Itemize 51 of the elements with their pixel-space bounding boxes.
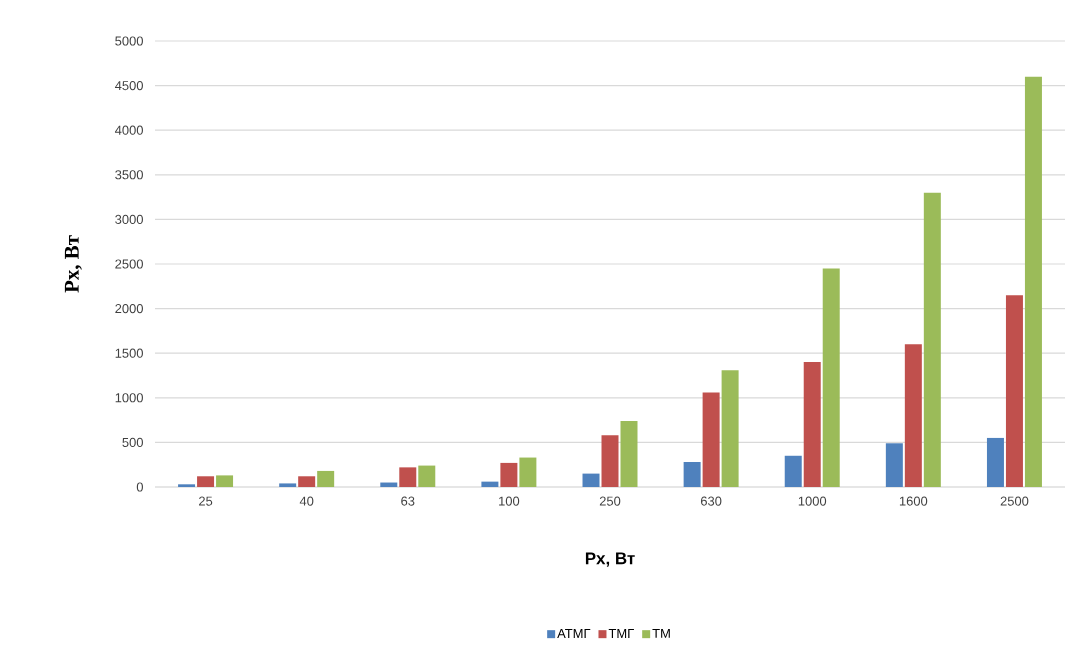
bar [986, 437, 1004, 487]
bar [481, 481, 499, 487]
bar [317, 470, 335, 487]
y-tick-label: 1500 [115, 348, 143, 358]
bar [702, 392, 720, 487]
x-tick-label: 100 [499, 496, 520, 506]
x-axis-title: Рх, Вт [585, 552, 635, 567]
bar [298, 476, 316, 487]
bar [822, 268, 840, 487]
legend-label: ТМГ [608, 628, 634, 638]
y-tick-label: 4500 [114, 81, 143, 91]
x-tick-label: 250 [599, 496, 621, 506]
bar [399, 467, 417, 487]
x-tick-label: 1600 [899, 496, 928, 506]
y-axis-title: Рх, Вт [64, 235, 82, 293]
bar [803, 362, 821, 487]
x-tick-label: 40 [299, 496, 314, 506]
bar [279, 483, 297, 487]
bar [500, 462, 518, 487]
bar [620, 420, 638, 487]
bar [197, 476, 215, 487]
bar [923, 192, 941, 487]
y-tick-label: 500 [122, 437, 143, 447]
bar [582, 473, 600, 487]
bar [885, 443, 903, 487]
legend-label: ТМ [652, 628, 670, 638]
y-tick-label: 3000 [115, 214, 143, 224]
bar [683, 462, 701, 487]
bar [601, 435, 619, 487]
y-tick-label: 3500 [115, 170, 143, 180]
x-tick-label: 1000 [798, 496, 827, 506]
x-tick-label: 25 [199, 496, 213, 506]
bar [418, 465, 436, 487]
y-tick-label: 4000 [114, 125, 143, 135]
bar [904, 344, 922, 487]
bar [178, 484, 196, 487]
bar [519, 457, 537, 487]
y-tick-label: 1000 [115, 393, 143, 403]
y-tick-label: 2000 [115, 304, 143, 314]
bar [216, 475, 234, 487]
y-tick-label: 2500 [115, 259, 143, 269]
y-tick-label: 0 [136, 482, 143, 492]
x-tick-label: 2500 [1000, 496, 1029, 506]
y-tick-label: 5000 [115, 36, 143, 46]
bar [1005, 295, 1023, 487]
bar [721, 370, 739, 487]
bar [784, 455, 802, 487]
legend-label: АТМГ [557, 628, 591, 638]
bar [1024, 76, 1042, 487]
x-tick-label: 630 [700, 496, 722, 506]
x-tick-label: 63 [401, 496, 415, 506]
